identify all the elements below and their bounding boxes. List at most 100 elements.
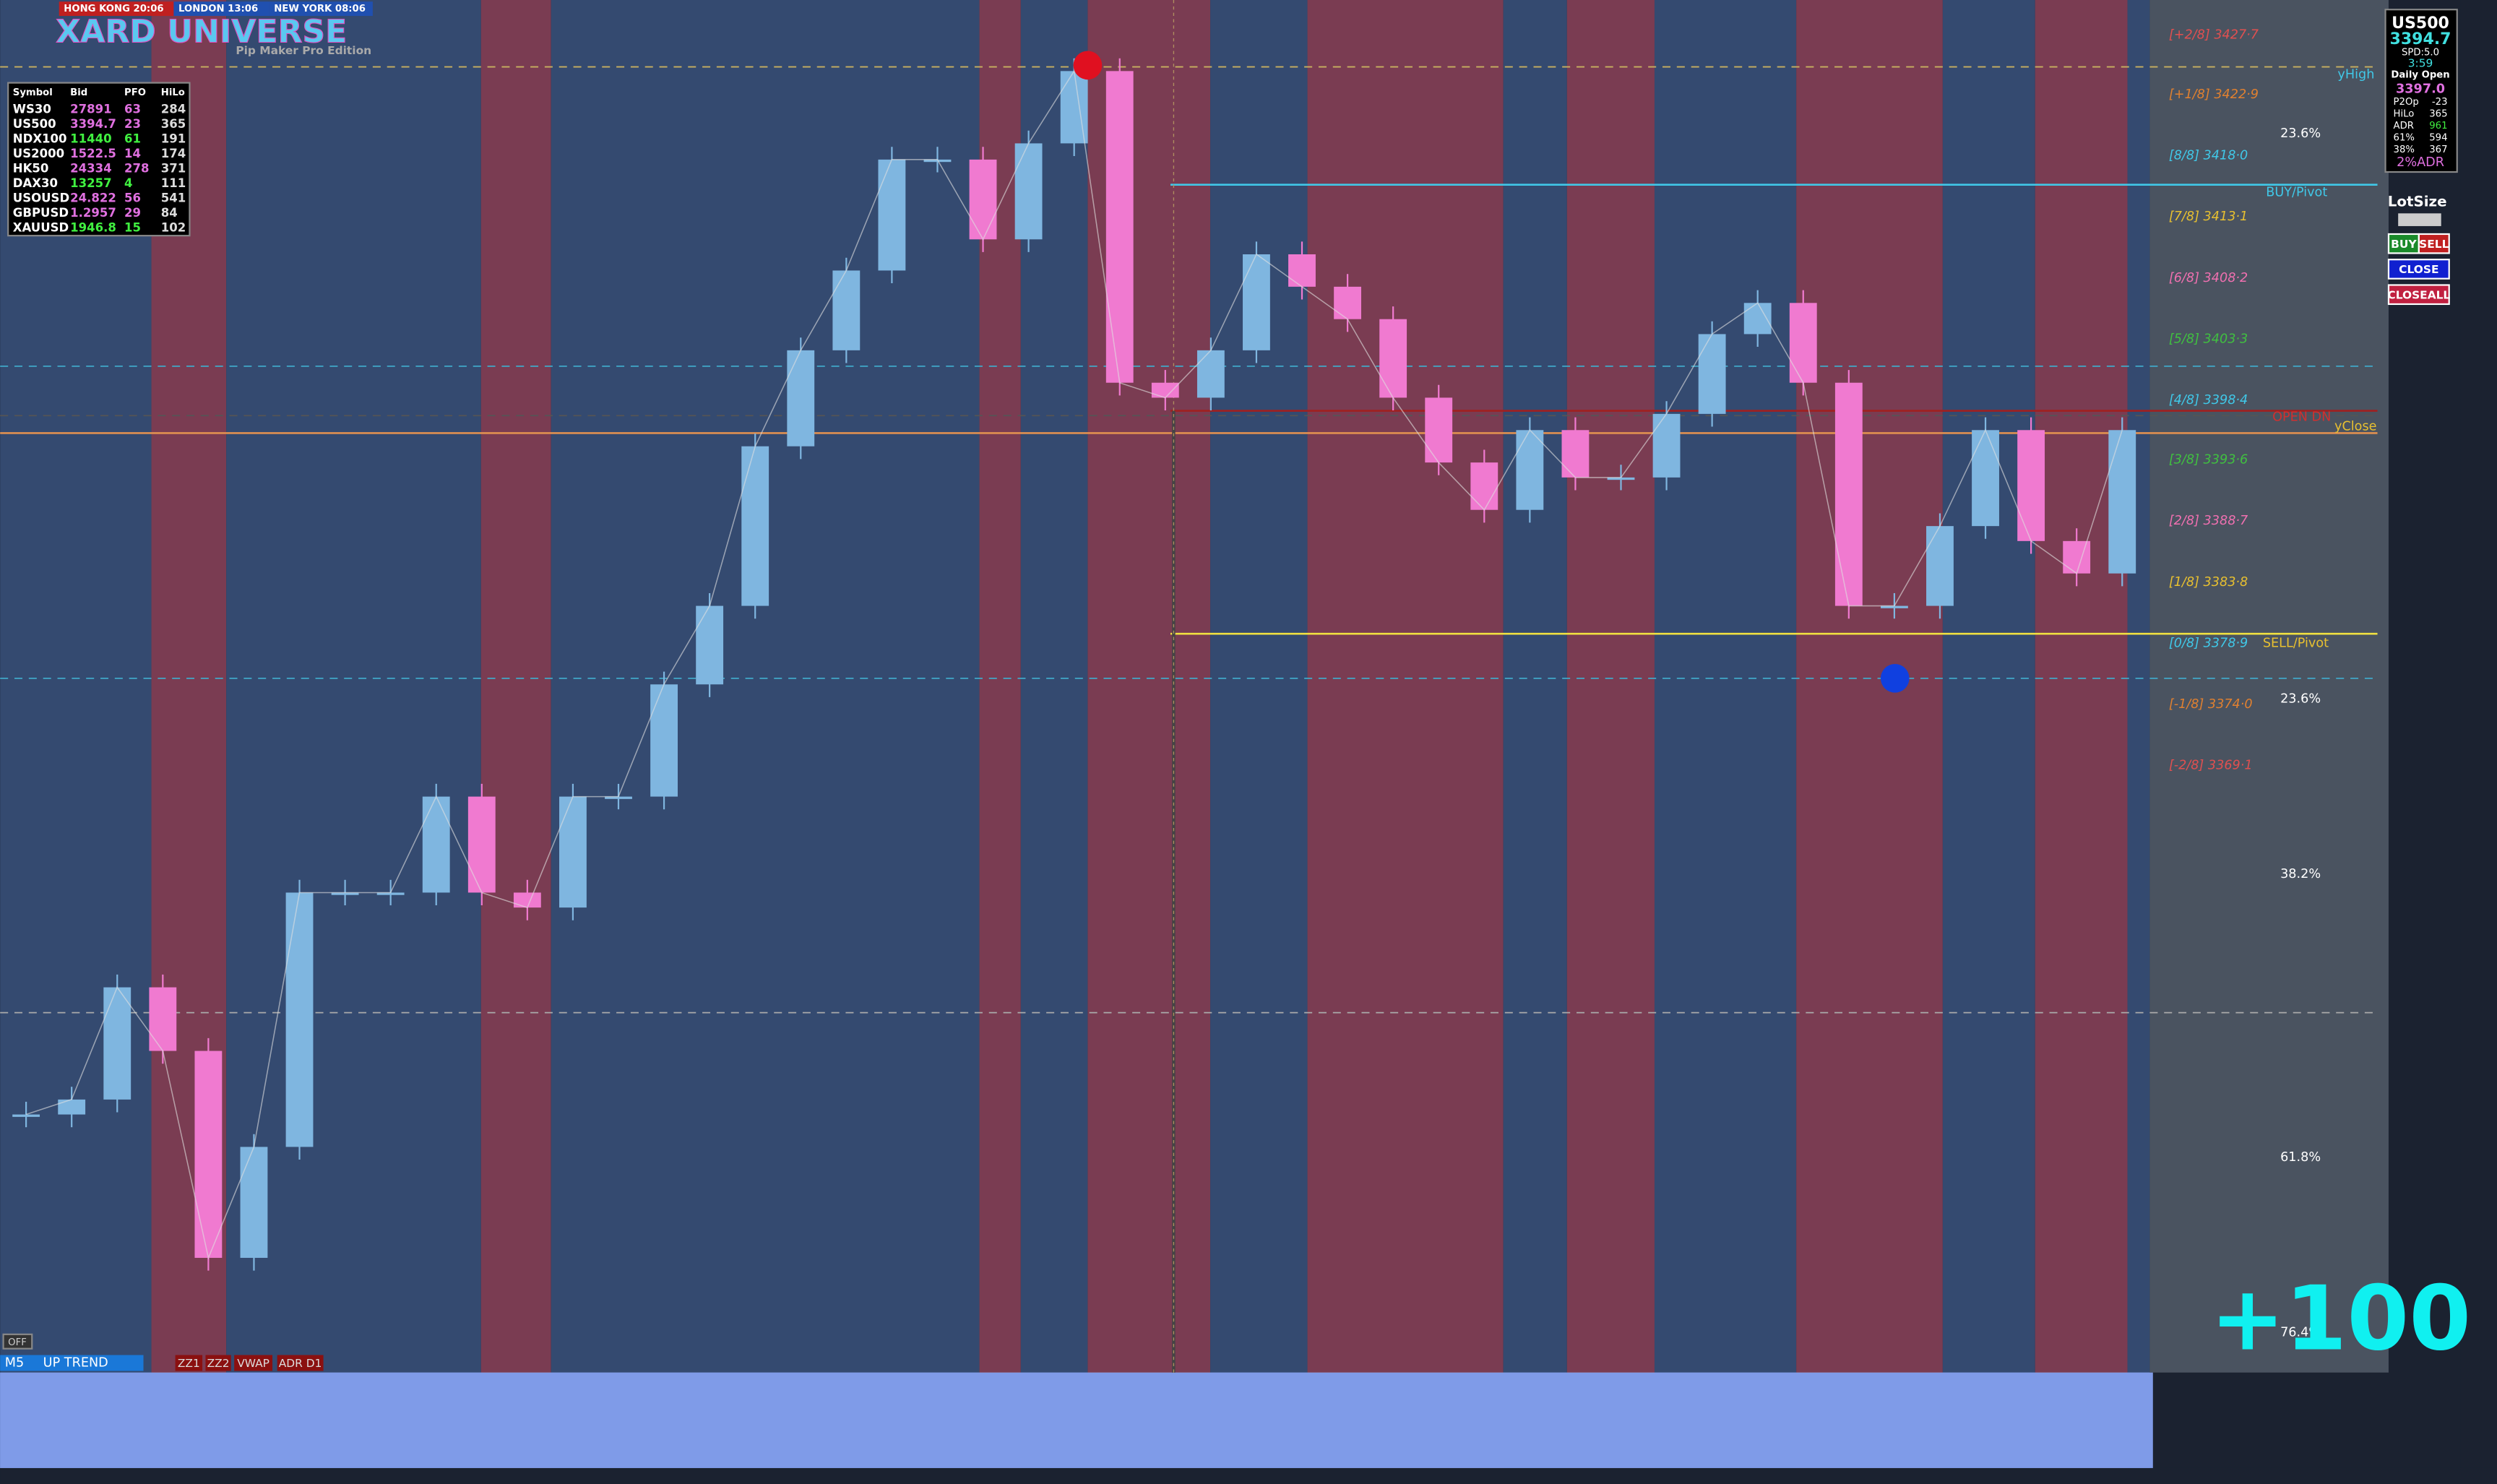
stat-value: -23 (2432, 97, 2448, 108)
line-label: yHigh (2337, 68, 2374, 82)
indicator-button[interactable] (277, 1355, 324, 1371)
cell: 1.2957 (70, 206, 116, 220)
button[interactable] (2418, 233, 2450, 254)
candle (832, 270, 861, 350)
cell: 56 (124, 191, 141, 205)
fib-label: 23.6% (2280, 126, 2321, 141)
candle (2017, 430, 2045, 541)
candle (1652, 413, 1681, 478)
stat-name: ADR (2394, 121, 2414, 131)
candle (1516, 430, 1544, 510)
session-band (2127, 0, 2150, 1373)
candle (194, 1051, 223, 1258)
candle (331, 892, 359, 895)
symbol: US500 (2392, 14, 2449, 33)
button-label[interactable]: CLOSEALL (2387, 288, 2450, 301)
cell: NDX100 (13, 132, 67, 146)
murrey-label: [-1/8] 3374·0 (2169, 697, 2253, 712)
cell: 365 (161, 117, 186, 131)
session-band (226, 0, 481, 1373)
candle (285, 892, 314, 1147)
cell: 1522.5 (70, 147, 116, 160)
stat-name: HiLo (2394, 109, 2415, 120)
fib-label: 23.6% (2280, 691, 2321, 706)
murrey-label: [+2/8] 3427·7 (2169, 27, 2259, 42)
oscillator-panel (0, 1372, 2153, 1468)
cell: 174 (161, 147, 186, 160)
candle (741, 446, 769, 606)
cell: 102 (161, 221, 186, 235)
indicator-label[interactable]: ZZ1 (178, 1357, 200, 1370)
candle (1151, 382, 1179, 398)
candle (376, 892, 405, 895)
candle (1926, 526, 1954, 606)
info-box (2384, 9, 2458, 173)
murrey-label: [3/8] 3393·6 (2169, 453, 2248, 467)
cell: 14 (124, 147, 141, 160)
close-line (25, 69, 2123, 1260)
murrey-label: [-2/8] 3369·1 (2169, 758, 2253, 772)
trend: UP TREND (43, 1356, 108, 1371)
button-label[interactable]: BUY (2391, 238, 2417, 251)
candle (1243, 254, 1270, 350)
candle (2063, 540, 2091, 574)
session-band (1503, 0, 1567, 1373)
candle (1288, 254, 1316, 287)
clock-box (269, 1, 373, 17)
button-label[interactable]: CLOSE (2399, 263, 2438, 276)
open-label: Daily Open (2391, 70, 2449, 81)
candle (2108, 430, 2136, 574)
candle (1789, 303, 1817, 383)
cell: 24.822 (70, 191, 116, 205)
fib-label: 38.2% (2280, 867, 2321, 881)
candle (422, 796, 450, 893)
indicator-button[interactable] (175, 1355, 203, 1371)
indicator-button[interactable] (234, 1355, 273, 1371)
button[interactable] (2387, 259, 2450, 280)
button[interactable] (2387, 284, 2450, 306)
cell: 3394.7 (70, 117, 116, 131)
murrey-label: [8/8] 3418·0 (2169, 149, 2248, 163)
cell: US500 (13, 117, 56, 131)
cell: DAX30 (13, 176, 58, 190)
cell: 13257 (70, 176, 111, 190)
cell: 191 (161, 132, 186, 146)
session-band (1566, 0, 1655, 1373)
murrey-label: [1/8] 3383·8 (2169, 575, 2248, 590)
cell: 371 (161, 162, 186, 176)
price: 3394.7 (2390, 30, 2451, 48)
indicator-label[interactable]: VWAP (237, 1357, 269, 1370)
indicator-button[interactable] (205, 1355, 231, 1371)
line-label: OPEN DN (2272, 410, 2331, 424)
line-label: yClose (2334, 420, 2376, 434)
candle (605, 796, 632, 799)
candle (1698, 334, 1726, 414)
murrey-label: [7/8] 3413·1 (2169, 210, 2248, 224)
lot-label: LotSize (2388, 193, 2447, 210)
candle (1607, 477, 1635, 480)
indicator-label[interactable]: ZZ2 (207, 1357, 230, 1370)
candle (1834, 382, 1863, 606)
candle (1425, 397, 1453, 463)
cell: USOUSD (13, 191, 69, 205)
candle (1880, 605, 1908, 608)
price-axis (2460, 0, 2497, 1484)
button-label[interactable]: SELL (2419, 238, 2449, 251)
spread: SPD:5.0 (2402, 48, 2439, 59)
off[interactable]: OFF (8, 1337, 27, 1348)
candle (1060, 71, 1088, 144)
candle (1014, 143, 1043, 240)
candle (1470, 462, 1498, 510)
murrey-label: [4/8] 3398·4 (2169, 393, 2248, 407)
murrey-label: [6/8] 3408·2 (2169, 271, 2248, 285)
cell: 63 (124, 103, 141, 116)
fib-label: 76.4% (2280, 1326, 2321, 1340)
fib-label: 61.8% (2280, 1150, 2321, 1165)
candle (149, 987, 177, 1051)
title: XARD UNIVERSE (56, 13, 347, 50)
stat-value: 961 (2429, 121, 2447, 131)
indicator-label[interactable]: ADR D1 (279, 1357, 322, 1370)
candle (1743, 303, 1772, 335)
trend-box (0, 1355, 144, 1371)
